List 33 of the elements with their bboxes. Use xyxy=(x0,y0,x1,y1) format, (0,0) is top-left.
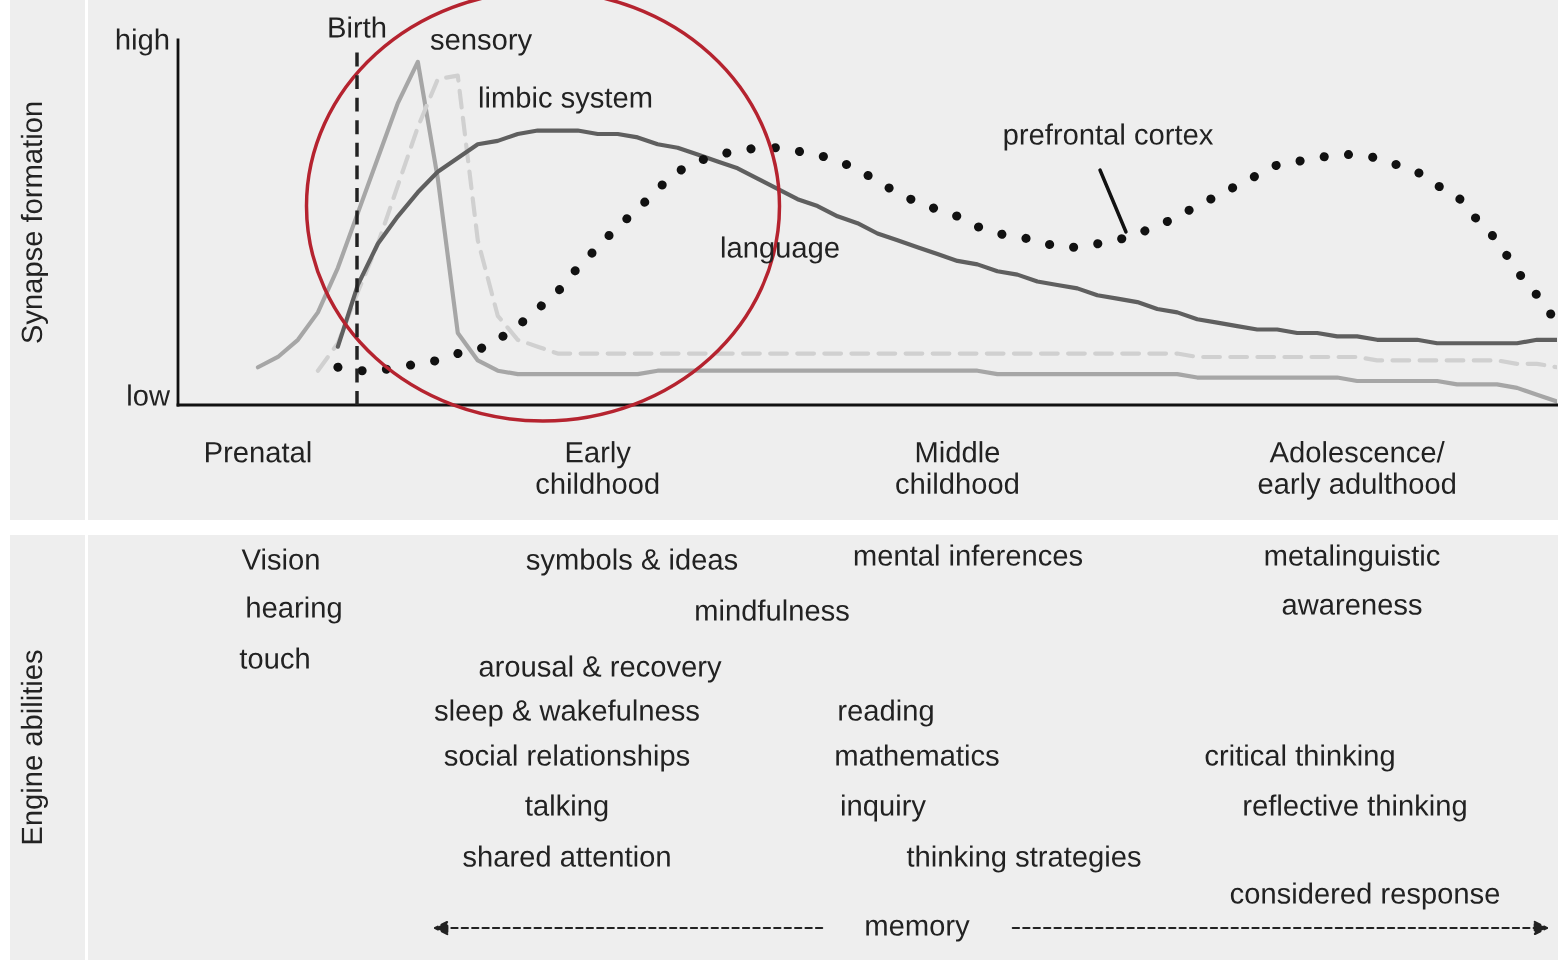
text: inquiry xyxy=(841,794,926,822)
text: touch xyxy=(239,647,309,669)
text: talking xyxy=(525,794,608,822)
text: reading xyxy=(839,699,933,727)
x-tick-label: Prenatal xyxy=(206,441,311,463)
text: Engine abilities xyxy=(20,650,48,844)
x-tick-label: Middle childhood xyxy=(896,441,1018,494)
x-tick-label: Early childhood xyxy=(536,441,659,494)
text: arousal & recovery xyxy=(479,655,722,683)
text: hearing xyxy=(247,596,341,624)
text: memory xyxy=(866,919,970,942)
text: mathematics xyxy=(836,744,999,766)
text: low xyxy=(128,384,171,406)
text: mental inferences xyxy=(854,544,1083,566)
text: sleep & wakefulness xyxy=(434,699,699,727)
series-label: sensory xyxy=(430,33,533,56)
series-label: prefrontal cortex xyxy=(1004,123,1214,151)
text: Vision xyxy=(241,548,319,570)
y-axis-title: Synapse formation xyxy=(20,102,48,343)
text: Birth xyxy=(329,16,386,38)
series-label: limbic system xyxy=(479,86,652,114)
text: high xyxy=(116,28,169,56)
text: symbols & ideas xyxy=(526,548,738,576)
text: mindfulness xyxy=(696,599,849,621)
text: reflective thinking xyxy=(1244,794,1466,822)
text: awareness xyxy=(1282,598,1422,615)
text: metalinguistic xyxy=(1265,544,1440,572)
text: thinking strategies xyxy=(906,845,1141,873)
text: social relationships xyxy=(444,744,690,772)
text: critical thinking xyxy=(1205,744,1394,772)
text: shared attention xyxy=(463,845,670,867)
x-tick-label: Adolescence/ early adulthood xyxy=(1258,441,1455,500)
text: considered response xyxy=(1230,882,1500,910)
